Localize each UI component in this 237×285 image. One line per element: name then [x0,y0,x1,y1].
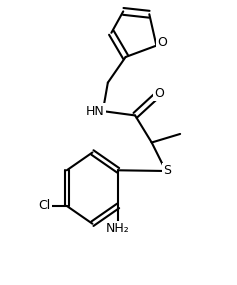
Text: NH₂: NH₂ [106,222,130,235]
Text: HN: HN [85,105,104,118]
Text: S: S [163,164,171,178]
Text: Cl: Cl [38,200,50,212]
Text: O: O [157,36,167,49]
Text: O: O [155,87,164,100]
